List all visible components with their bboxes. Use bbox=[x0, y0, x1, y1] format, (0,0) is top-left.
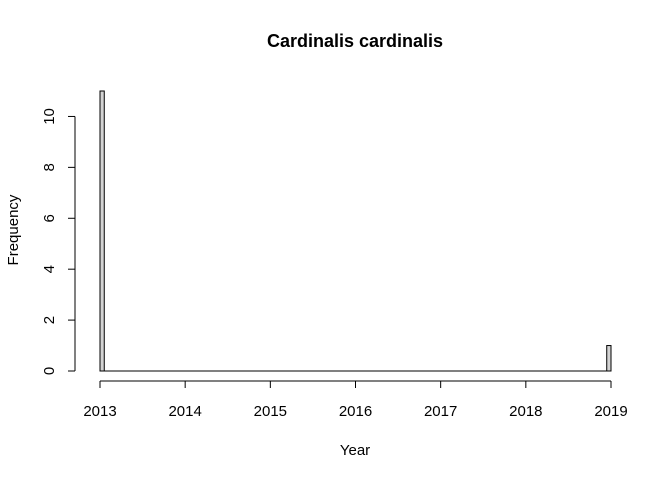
y-tick-label-1: 2 bbox=[41, 316, 58, 324]
x-tick-label-3: 2016 bbox=[339, 403, 372, 420]
y-tick-label-0: 0 bbox=[41, 367, 58, 375]
x-axis: 2013 2014 2015 2016 2017 2018 2019 bbox=[83, 380, 628, 420]
y-tick-label-4: 8 bbox=[41, 163, 58, 171]
x-axis-label: Year bbox=[340, 442, 370, 459]
y-tick-label-2: 4 bbox=[41, 265, 58, 273]
y-tick-label-5: 10 bbox=[41, 108, 58, 125]
y-tick-label-3: 6 bbox=[41, 214, 58, 222]
histogram-bar-0 bbox=[99, 90, 105, 372]
chart-title: Cardinalis cardinalis bbox=[267, 31, 443, 51]
y-axis-label: Frequency bbox=[5, 194, 22, 265]
x-tick-label-4: 2017 bbox=[424, 403, 457, 420]
y-axis: 0 2 4 6 8 10 bbox=[41, 108, 76, 375]
x-tick-label-2: 2015 bbox=[254, 403, 287, 420]
x-tick-label-6: 2019 bbox=[594, 403, 627, 420]
x-tick-label-1: 2014 bbox=[168, 403, 201, 420]
histogram-bar-1 bbox=[606, 345, 612, 372]
x-tick-label-0: 2013 bbox=[83, 403, 116, 420]
x-tick-label-5: 2018 bbox=[509, 403, 542, 420]
